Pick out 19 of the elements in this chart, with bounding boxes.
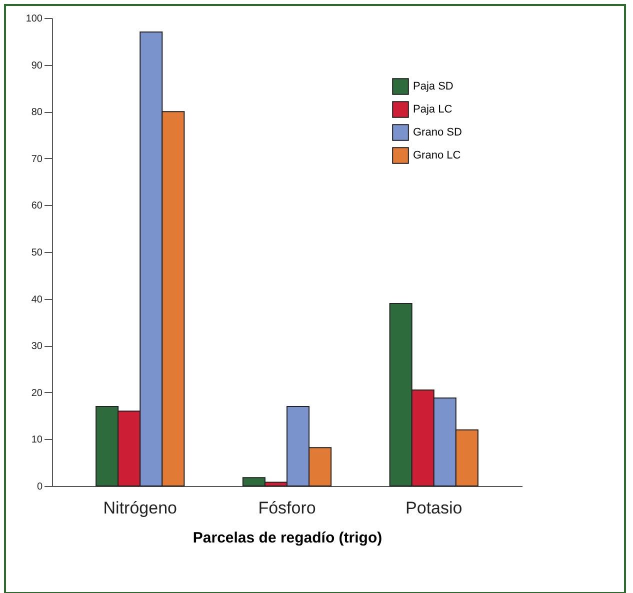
x-tick-label: Fósforo	[258, 498, 316, 518]
y-tick-label: 20	[31, 388, 43, 399]
legend-label: Paja LC	[413, 104, 452, 116]
y-tick-label: 70	[31, 154, 43, 165]
legend-label: Grano LC	[413, 150, 461, 162]
x-tick-label: Potasio	[406, 498, 462, 518]
y-tick-label: 40	[31, 294, 43, 306]
x-tick-label: Nitrógeno	[103, 498, 177, 518]
legend-label: Grano SD	[413, 126, 462, 138]
y-tick-label: 100	[26, 14, 43, 24]
y-tick-label: 50	[31, 248, 43, 258]
y-tick-label: 60	[31, 200, 43, 212]
x-axis-title: Parcelas de regadío (trigo)	[192, 530, 382, 546]
legend-label: Paja SD	[413, 80, 454, 92]
y-tick-label: 30	[31, 341, 43, 352]
y-tick-label: 80	[31, 107, 43, 118]
y-tick-label: 0	[36, 482, 43, 492]
y-tick-label: 90	[31, 60, 43, 72]
y-tick-label: 10	[31, 434, 43, 446]
